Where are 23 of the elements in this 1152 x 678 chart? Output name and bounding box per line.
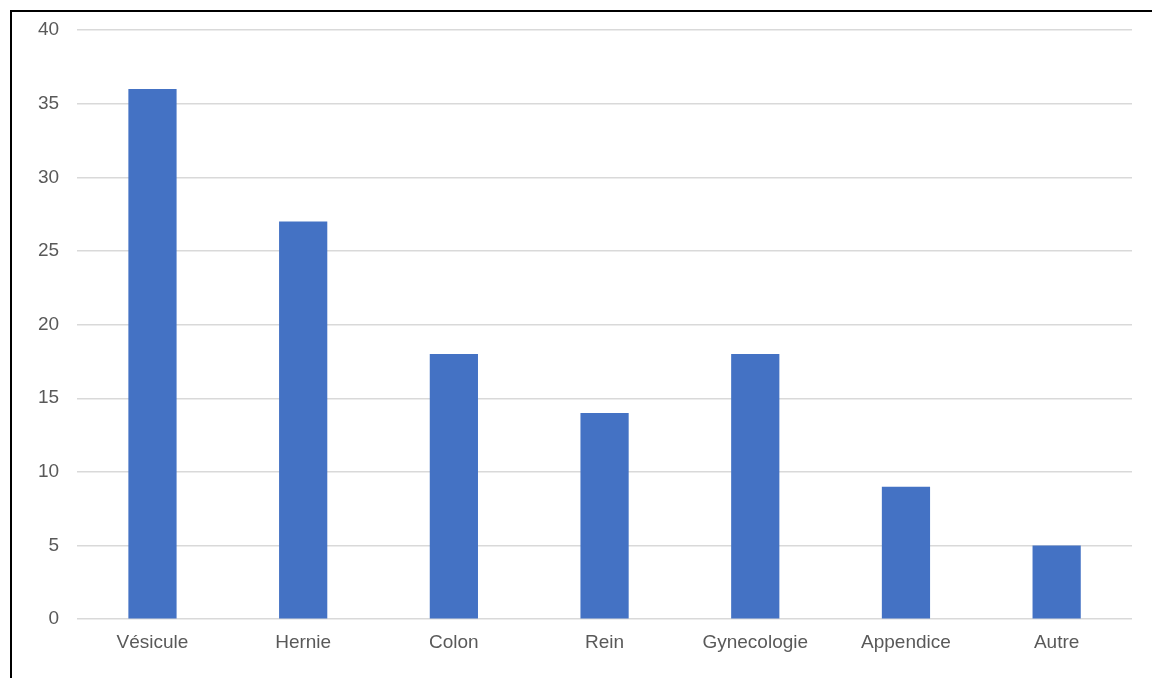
bar	[881, 486, 931, 619]
y-tick-label: 20	[37, 312, 60, 334]
y-tick-label: 40	[37, 18, 60, 40]
x-tick-label: Gynecologie	[702, 630, 809, 652]
x-tick-label: Hernie	[275, 630, 332, 652]
bar	[731, 354, 780, 619]
x-tick-label: Autre	[1033, 630, 1080, 652]
y-tick-label: 25	[37, 239, 60, 261]
x-tick-label: Rein	[585, 630, 625, 652]
y-tick-label: 15	[37, 386, 60, 408]
bar	[580, 412, 629, 619]
bar	[1032, 545, 1081, 619]
y-tick-label: 10	[37, 460, 60, 482]
y-tick-label: 35	[37, 91, 60, 113]
y-tick-label: 30	[37, 165, 60, 187]
bar	[128, 88, 177, 619]
y-tick-label: 5	[48, 533, 60, 555]
x-tick-label: Appendice	[861, 630, 951, 652]
x-tick-label: Colon	[429, 630, 479, 652]
bar	[429, 354, 478, 619]
bar	[279, 221, 328, 619]
x-tick-label: Vésicule	[116, 630, 189, 652]
y-tick-label: 0	[48, 607, 60, 629]
